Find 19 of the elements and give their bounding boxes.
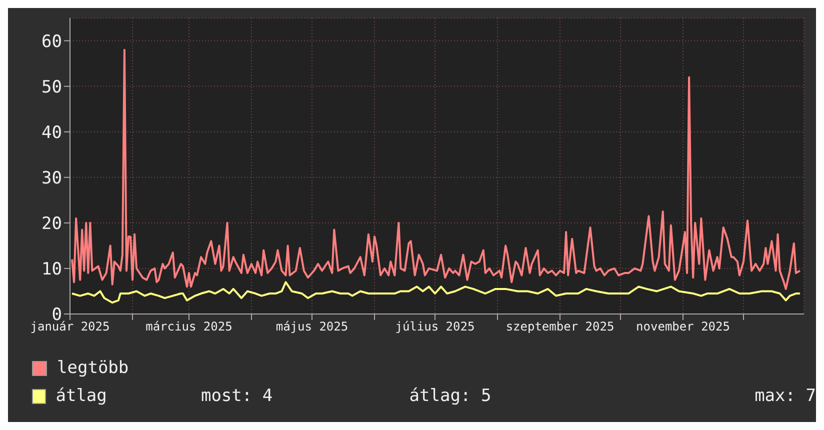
y-tick-label: 50 [42,77,62,98]
line-series [71,281,801,304]
text: max: 7 [754,386,816,406]
x-tick-label: szeptember 2025 [506,320,614,334]
line-series [71,48,801,290]
y-tick-label: 20 [42,214,62,234]
text: átlag: 5 [409,386,492,406]
y-tick-label: 40 [42,122,62,143]
x-tick-label: július 2025 [395,320,475,334]
text: most: 4 [200,386,274,406]
x-tick-label: január 2025 [30,320,110,334]
x-tick-label: március 2025 [146,320,232,334]
x-tick-label: november 2025 [636,320,730,334]
y-tick-label: 60 [42,32,62,52]
y-tick-label: 10 [42,259,62,280]
legend-label: legtöbb [57,358,130,378]
legend-label: átlag [56,386,108,406]
y-tick-label: 30 [42,168,62,188]
x-tick-label: május 2025 [276,320,348,334]
